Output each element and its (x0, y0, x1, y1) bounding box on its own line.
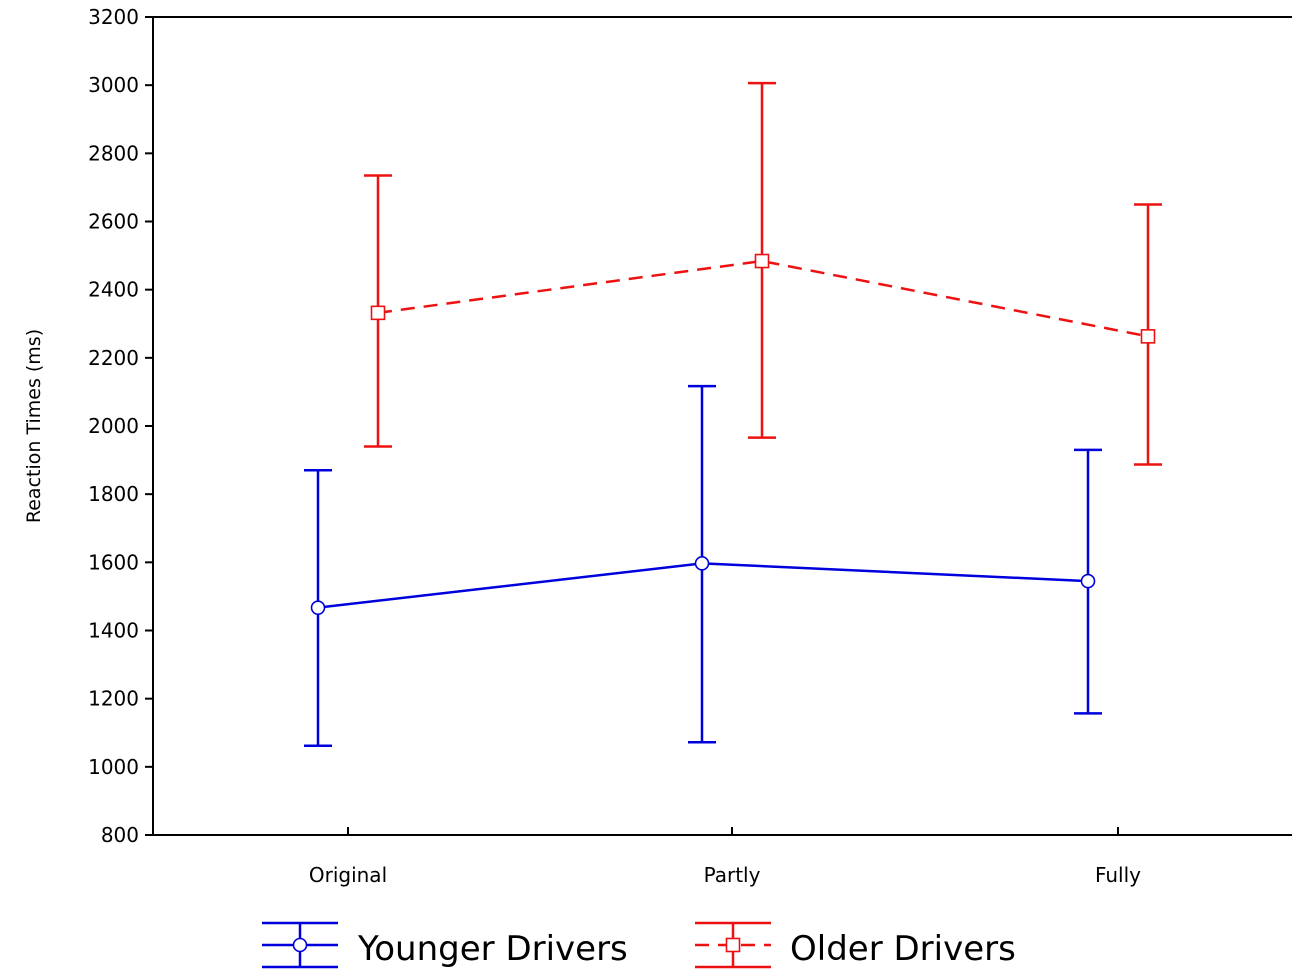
y-tick-label: 1200 (88, 687, 139, 711)
y-tick-label: 1600 (88, 550, 139, 574)
legend-item-younger-drivers: Younger Drivers (262, 921, 628, 969)
data-point (1080, 573, 1096, 589)
series-0 (304, 384, 1102, 747)
y-tick-label: 1000 (88, 755, 139, 779)
legend-symbol-younger-drivers (262, 921, 338, 969)
y-tick-label: 2000 (88, 414, 139, 438)
y-tick-label: 800 (101, 823, 139, 847)
legend-marker (292, 937, 308, 953)
y-tick-label: 3200 (88, 5, 139, 29)
x-tick-label: Partly (704, 863, 761, 887)
data-point (754, 253, 770, 269)
y-tick-label: 2600 (88, 210, 139, 234)
legend-marker (725, 937, 741, 953)
legend-symbol-older-drivers (695, 921, 771, 969)
data-point (694, 556, 710, 571)
legend-label-younger-drivers: Younger Drivers (357, 929, 628, 969)
data-point (310, 600, 326, 615)
y-tick-label: 2200 (88, 346, 139, 370)
data-point (1140, 329, 1156, 344)
x-tick-label: Fully (1095, 863, 1141, 887)
y-ticks: 800 1000 1200 1400 1600 1800 2000 2200 2400 2600 2… (88, 5, 153, 847)
y-tick-label: 3000 (88, 73, 139, 97)
data-point (370, 305, 386, 321)
legend: Younger Drivers Older Drivers (262, 921, 1016, 969)
series-line (377, 259, 1149, 338)
y-axis-title: Reaction Times (ms) (23, 329, 45, 523)
y-tick-label: 1400 (88, 619, 139, 643)
plot-frame (152, 16, 1292, 836)
legend-item-older-drivers: Older Drivers (695, 921, 1016, 969)
legend-label-older-drivers: Older Drivers (790, 929, 1016, 969)
y-tick-label: 2400 (88, 278, 139, 302)
x-ticks: Original Partly Fully (309, 827, 1141, 887)
y-tick-label: 2800 (88, 141, 139, 165)
x-tick-label: Original (309, 863, 387, 887)
series-layer (304, 81, 1162, 747)
series-1 (364, 81, 1162, 466)
y-tick-label: 1800 (88, 482, 139, 506)
